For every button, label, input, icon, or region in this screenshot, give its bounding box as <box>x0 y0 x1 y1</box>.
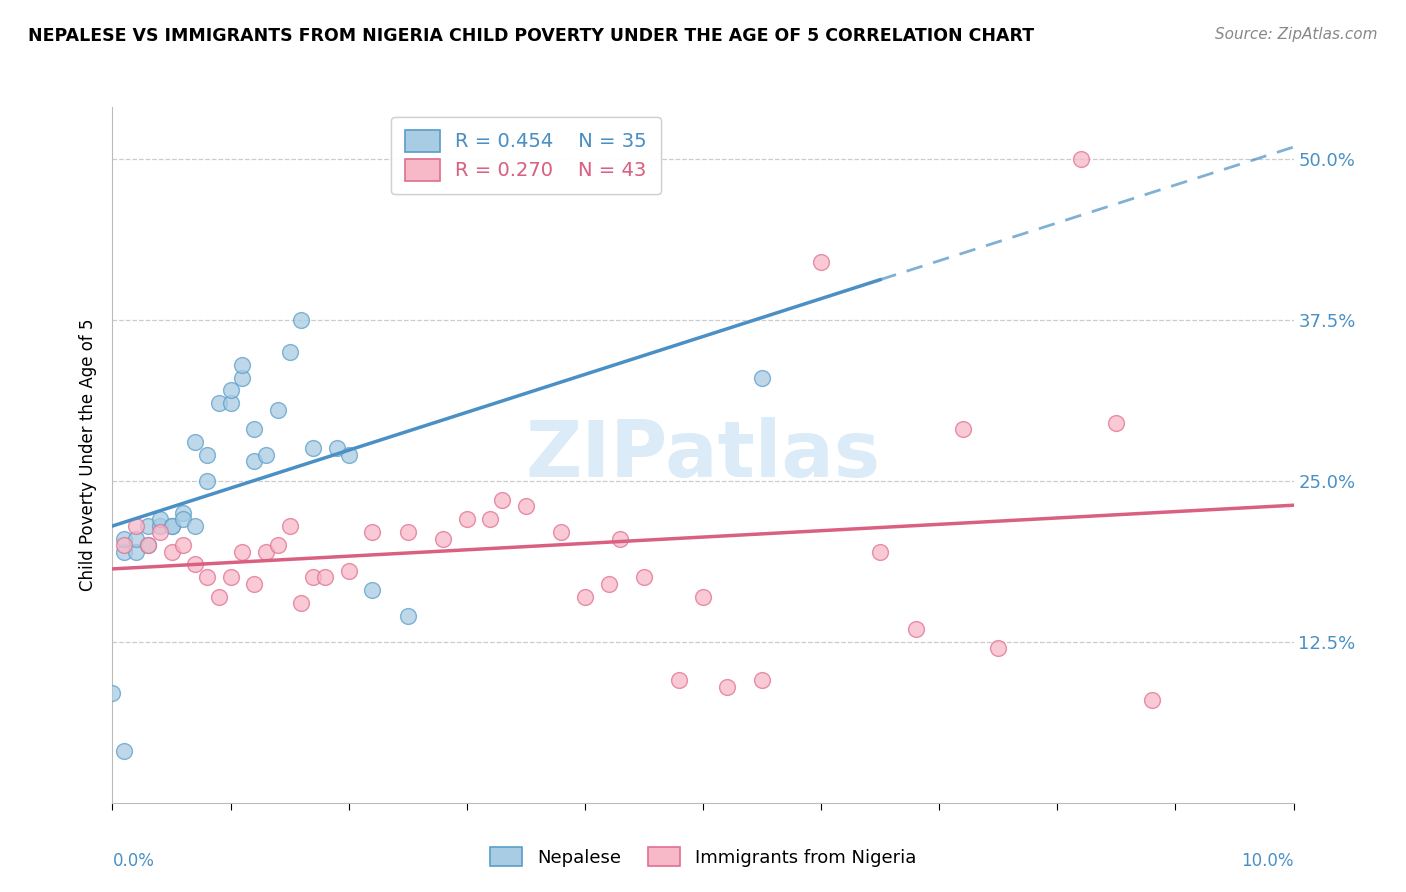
Point <box>598 576 620 591</box>
Point <box>337 564 360 578</box>
Point <box>751 370 773 384</box>
Y-axis label: Child Poverty Under the Age of 5: Child Poverty Under the Age of 5 <box>79 318 97 591</box>
Point <box>160 544 183 558</box>
Point <box>195 570 218 584</box>
Point <box>1070 152 1092 166</box>
Text: Source: ZipAtlas.com: Source: ZipAtlas.com <box>1215 27 1378 42</box>
Point <box>184 435 207 450</box>
Point <box>302 570 325 584</box>
Point <box>361 525 384 540</box>
Point <box>243 576 266 591</box>
Point <box>1105 416 1128 430</box>
Point <box>361 583 384 598</box>
Point <box>149 525 172 540</box>
Text: 10.0%: 10.0% <box>1241 852 1294 870</box>
Point <box>396 525 419 540</box>
Point <box>184 518 207 533</box>
Point <box>987 641 1010 656</box>
Point <box>479 512 502 526</box>
Point <box>112 544 135 558</box>
Point <box>290 312 312 326</box>
Point <box>101 686 124 700</box>
Point <box>125 544 148 558</box>
Point <box>337 448 360 462</box>
Point <box>136 538 159 552</box>
Point <box>208 396 231 410</box>
Point <box>231 358 253 372</box>
Point <box>149 512 172 526</box>
Point <box>314 570 336 584</box>
Legend: Nepalese, Immigrants from Nigeria: Nepalese, Immigrants from Nigeria <box>482 840 924 874</box>
Point <box>149 518 172 533</box>
Point <box>172 512 194 526</box>
Point <box>278 344 301 359</box>
Point <box>254 544 277 558</box>
Point <box>515 500 537 514</box>
Point <box>219 396 242 410</box>
Point <box>160 518 183 533</box>
Text: 0.0%: 0.0% <box>112 852 155 870</box>
Point <box>219 570 242 584</box>
Point <box>278 518 301 533</box>
Point <box>326 442 349 456</box>
Point <box>172 538 194 552</box>
Point <box>231 544 253 558</box>
Point <box>290 596 312 610</box>
Point <box>195 474 218 488</box>
Point <box>456 512 478 526</box>
Point <box>609 532 631 546</box>
Point <box>904 622 927 636</box>
Point <box>952 422 974 436</box>
Point <box>692 590 714 604</box>
Point <box>869 544 891 558</box>
Point <box>633 570 655 584</box>
Point <box>810 254 832 268</box>
Point <box>125 532 148 546</box>
Point <box>125 518 148 533</box>
Point <box>668 673 690 688</box>
Point <box>254 448 277 462</box>
Point <box>243 422 266 436</box>
Point <box>195 448 218 462</box>
Point <box>231 370 253 384</box>
Point <box>716 680 738 694</box>
Point <box>219 384 242 398</box>
Point <box>550 525 572 540</box>
Point <box>396 609 419 624</box>
Point <box>1140 692 1163 706</box>
Point <box>112 538 135 552</box>
Point <box>136 518 159 533</box>
Point <box>184 558 207 572</box>
Point <box>172 506 194 520</box>
Legend: R = 0.454    N = 35, R = 0.270    N = 43: R = 0.454 N = 35, R = 0.270 N = 43 <box>391 117 661 194</box>
Point <box>160 518 183 533</box>
Point <box>136 538 159 552</box>
Point <box>267 402 290 417</box>
Point <box>432 532 454 546</box>
Point <box>574 590 596 604</box>
Point <box>112 532 135 546</box>
Point <box>243 454 266 468</box>
Point <box>491 493 513 508</box>
Point <box>751 673 773 688</box>
Text: ZIPatlas: ZIPatlas <box>526 417 880 493</box>
Text: NEPALESE VS IMMIGRANTS FROM NIGERIA CHILD POVERTY UNDER THE AGE OF 5 CORRELATION: NEPALESE VS IMMIGRANTS FROM NIGERIA CHIL… <box>28 27 1035 45</box>
Point <box>208 590 231 604</box>
Point <box>267 538 290 552</box>
Point <box>302 442 325 456</box>
Point <box>112 744 135 758</box>
